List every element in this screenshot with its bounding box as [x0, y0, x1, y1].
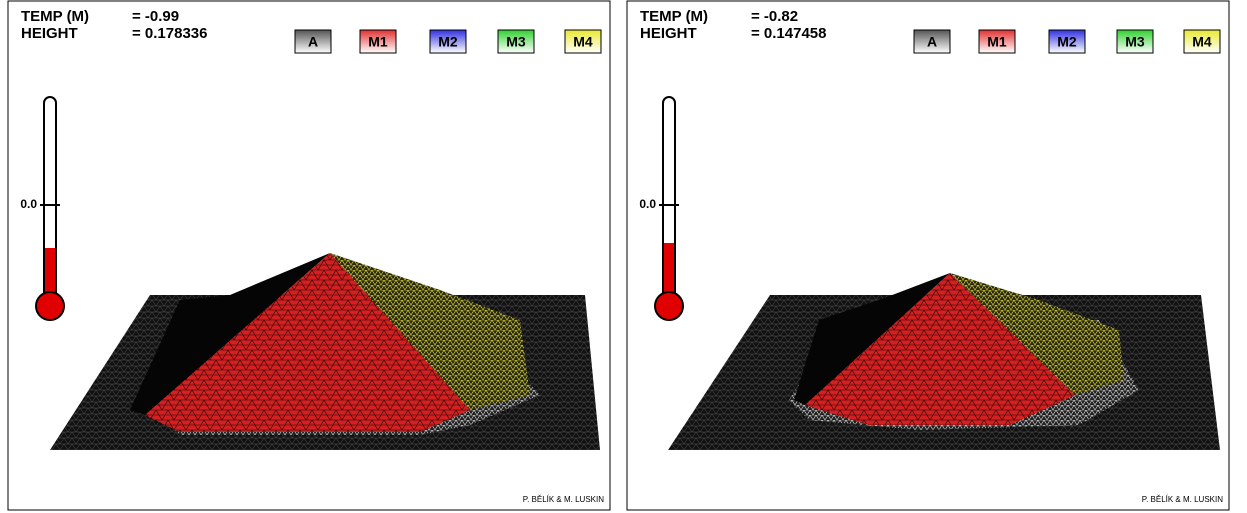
temp-label: TEMP (M)	[640, 8, 708, 25]
panel: TEMP (M) = -0.82 HEIGHT = 0.147458 A M1 M2 M3 M4…	[627, 1, 1229, 510]
thermometer-bulb	[36, 292, 64, 320]
legend-label: M1	[368, 34, 388, 50]
legend-label: M3	[506, 34, 526, 50]
legend-label: M3	[1125, 34, 1145, 50]
height-label: HEIGHT	[21, 25, 78, 42]
legend-label: M4	[573, 34, 593, 50]
temp-value: = -0.82	[751, 8, 798, 25]
legend-label: M2	[438, 34, 458, 50]
temp-value: = -0.99	[132, 8, 179, 25]
panel: TEMP (M) = -0.99 HEIGHT = 0.178336 A M1 M2 M3 M4…	[8, 1, 610, 510]
legend-label: M2	[1057, 34, 1077, 50]
thermometer-tick-label: 0.0	[20, 197, 37, 211]
temp-label: TEMP (M)	[21, 8, 89, 25]
legend-label: M4	[1192, 34, 1212, 50]
thermometer-bulb	[655, 292, 683, 320]
legend-label: A	[308, 34, 318, 50]
height-value: = 0.178336	[132, 25, 208, 42]
thermometer-tick-label: 0.0	[639, 197, 656, 211]
credit: P. BĚLÍK & M. LUSKIN	[523, 495, 604, 504]
height-value: = 0.147458	[751, 25, 827, 42]
legend-label: M1	[987, 34, 1007, 50]
legend-label: A	[927, 34, 937, 50]
height-label: HEIGHT	[640, 25, 697, 42]
credit: P. BĚLÍK & M. LUSKIN	[1142, 495, 1223, 504]
screen: TEMP (M) = -0.99 HEIGHT = 0.178336 A M1 M2 M3 M4…	[0, 0, 1247, 513]
